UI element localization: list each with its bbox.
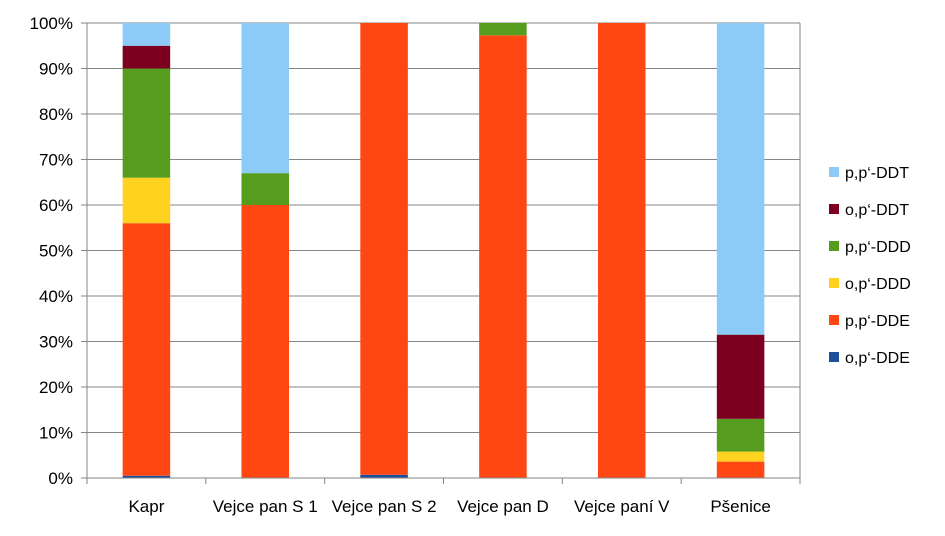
bar-segment	[479, 35, 527, 478]
legend-item: p,p‘-DDD	[829, 239, 911, 256]
legend-label: p,p‘-DDE	[845, 313, 910, 330]
bar-stack	[360, 23, 408, 478]
x-category-label: Vejce pan D	[457, 497, 549, 516]
bar-segment	[716, 461, 765, 478]
bar-stack	[597, 23, 646, 478]
y-tick-label: 100%	[30, 14, 73, 33]
legend-item: o,p‘-DDD	[829, 276, 911, 293]
x-category-label: Kapr	[128, 497, 164, 516]
bar-segment	[122, 475, 171, 478]
legend-swatch	[829, 278, 839, 288]
x-category-label: Vejce pan S 2	[332, 497, 437, 516]
bar-segment	[360, 474, 408, 478]
bar-segment	[716, 418, 765, 452]
bar-segment	[241, 173, 290, 205]
legend-swatch	[829, 204, 839, 214]
x-category-label: Pšenice	[710, 497, 770, 516]
bar-segment	[241, 23, 290, 174]
bar-segment	[360, 23, 408, 475]
y-tick-label: 50%	[39, 242, 73, 261]
bar-segment	[122, 223, 171, 476]
legend-swatch	[829, 352, 839, 362]
bar-segment	[122, 177, 171, 224]
y-tick-label: 30%	[39, 333, 73, 352]
legend-label: p,p‘-DDD	[845, 239, 911, 256]
legend-item: o,p‘-DDT	[829, 202, 909, 219]
legend-item: o,p‘-DDE	[829, 350, 910, 367]
x-category-label: Vejce paní V	[574, 497, 670, 516]
y-tick-label: 40%	[39, 287, 73, 306]
legend-swatch	[829, 241, 839, 251]
y-tick-label: 0%	[48, 469, 73, 488]
bar-segment	[122, 45, 171, 69]
legend-item: p,p‘-DDT	[829, 165, 909, 182]
y-tick-label: 90%	[39, 60, 73, 79]
bar-segment	[597, 23, 646, 478]
bar-segment	[479, 23, 527, 36]
legend-label: o,p‘-DDE	[845, 350, 910, 367]
legend-swatch	[829, 315, 839, 325]
bar-stack	[479, 23, 527, 478]
legend-label: o,p‘-DDT	[845, 202, 909, 219]
legend-item: p,p‘-DDE	[829, 313, 910, 330]
legend: p,p‘-DDT o,p‘-DDT p,p‘-DDD o,p‘-DDD p,p‘-DDE…	[829, 165, 911, 367]
bar-stack	[241, 23, 290, 478]
bar-stacks	[122, 23, 765, 478]
legend-swatch	[829, 167, 839, 177]
legend-label: o,p‘-DDD	[845, 276, 911, 293]
bar-stack	[716, 23, 765, 478]
y-tick-label: 80%	[39, 105, 73, 124]
y-tick-label: 60%	[39, 196, 73, 215]
bar-segment	[716, 23, 765, 335]
y-tick-label: 70%	[39, 151, 73, 170]
x-category-label: Vejce pan S 1	[213, 497, 318, 516]
y-tick-label: 20%	[39, 378, 73, 397]
bar-segment	[716, 334, 765, 419]
bar-segment	[241, 205, 290, 478]
grid-lines	[81, 22, 800, 479]
bar-stack	[122, 23, 171, 478]
axes: 0% 10% 20% 30% 40% 50% 60% 70% 80% 90% 100% Kapr Vej…	[30, 14, 801, 516]
legend-label: p,p‘-DDT	[845, 165, 909, 182]
bar-segment	[122, 68, 171, 178]
y-tick-label: 10%	[39, 424, 73, 443]
bar-segment	[716, 451, 765, 462]
bar-segment	[122, 23, 171, 46]
